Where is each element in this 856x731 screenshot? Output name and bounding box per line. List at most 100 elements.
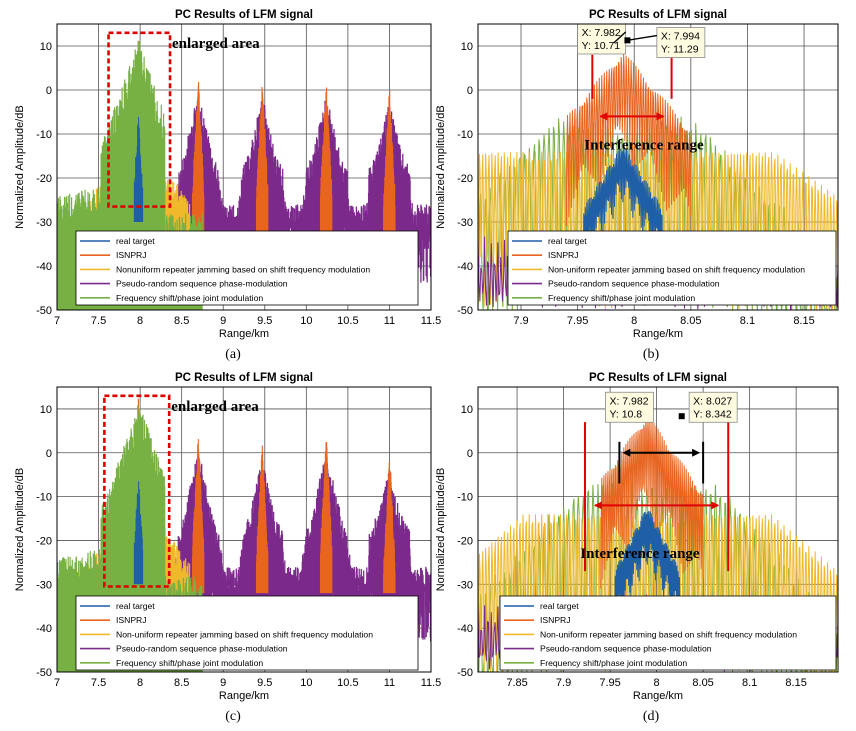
y-tick-label: 10 <box>40 404 52 416</box>
isnprj-peak <box>383 462 396 594</box>
y-tick-label: 10 <box>461 41 473 53</box>
y-tick-label: -10 <box>36 129 52 141</box>
legend-entry: real target <box>116 236 155 246</box>
series-real-target <box>582 148 663 270</box>
datatip-box <box>688 391 738 423</box>
legend-entry: Non-uniform repeater jamming based on sh… <box>548 264 805 274</box>
x-tick-label: 8 <box>654 677 660 689</box>
x-tick-label: 9 <box>220 677 226 689</box>
y-tick-label: -10 <box>457 492 473 504</box>
axes-box <box>477 23 839 311</box>
x-tick-label: 8 <box>137 677 143 689</box>
y-tick-label: 0 <box>46 448 52 460</box>
x-tick-label: 7 <box>54 315 60 327</box>
chart-panel-c: enlarged area 7 7.5 8 8.5 9 9.5 10 10.5 11 11.5 10 0… <box>14 372 441 702</box>
x-tick-label: 8.15 <box>793 315 814 327</box>
isnprj-peak <box>319 87 333 231</box>
datatip-x: X: 8.027 <box>693 395 732 407</box>
legend: real target ISNPRJ Non-uniform repeater ja… <box>507 230 837 306</box>
x-tick-label: 9 <box>220 315 226 327</box>
y-tick-label: -30 <box>36 217 52 229</box>
y-tick-label: -30 <box>457 579 473 591</box>
x-tick-label: 8.5 <box>174 315 189 327</box>
axes-box <box>56 23 432 311</box>
x-tick-label: 7.9 <box>513 315 528 327</box>
x-tick-label: 8 <box>137 315 143 327</box>
x-tick-label: 11 <box>384 677 395 689</box>
datatip-y: Y: 8.342 <box>693 408 732 420</box>
x-tick-label: 8.05 <box>692 677 713 689</box>
legend-entry: Frequency shift/phase joint modulation <box>116 658 263 668</box>
legend-entry: Pseudo-random sequence phase-modulation <box>540 644 712 654</box>
series-real-target <box>133 481 144 585</box>
isnprj-peak <box>383 89 396 231</box>
y-tick-label: -50 <box>36 305 52 317</box>
legend-entry: Pseudo-random sequence phase-modulation <box>116 644 288 654</box>
datatip-y: Y: 10.8 <box>609 408 642 420</box>
interference-arrowheads <box>599 112 665 121</box>
y-tick-label: -40 <box>36 623 52 635</box>
y-tick-label: -20 <box>36 173 52 185</box>
x-tick-label: 7.95 <box>567 315 588 327</box>
series-real-target <box>133 117 144 222</box>
x-tick-label: 7.5 <box>91 677 106 689</box>
legend-entry: ISNPRJ <box>116 615 147 625</box>
series-isnprj <box>565 53 692 227</box>
isnprj-peak <box>319 442 333 594</box>
subfigure-caption: (d) <box>643 709 660 724</box>
isnprj-peak <box>255 445 269 594</box>
x-tick-label: 7.9 <box>556 677 571 689</box>
x-axis-label: Range/km <box>633 328 683 340</box>
interference-range-label: Interference range <box>580 546 700 562</box>
isnprj-peak <box>255 87 269 231</box>
real-target-trace <box>614 510 681 632</box>
axes-box <box>56 386 432 673</box>
datatip-arrow <box>613 31 627 44</box>
legend: real target ISNPRJ Nonuniform repeater jam… <box>75 230 419 306</box>
y-axis-label: Normalized Amplitude/dB <box>14 105 26 229</box>
legend-entry: real target <box>116 601 155 611</box>
legend-entry: Pseudo-random sequence phase-modulation <box>548 279 720 289</box>
x-tick-label: 8.5 <box>174 677 189 689</box>
y-tick-label: -30 <box>457 217 473 229</box>
datatip-x: X: 7.994 <box>661 31 700 43</box>
legend-entry: ISNPRJ <box>116 250 147 260</box>
y-tick-label: -20 <box>457 535 473 547</box>
y-tick-label: -10 <box>36 492 52 504</box>
isnprj-peak <box>191 439 205 594</box>
legend-box <box>75 595 419 671</box>
legend-entry: ISNPRJ <box>540 615 571 625</box>
isnprj-trace <box>565 53 692 227</box>
legend-entry: Frequency shift/phase joint modulation <box>540 658 687 668</box>
y-tick-label: -40 <box>457 261 473 273</box>
subfigure-caption: (c) <box>225 709 241 724</box>
y-tick-label: -50 <box>457 305 473 317</box>
real-target-trace <box>133 117 144 222</box>
y-axis-label: Normalized Amplitude/dB <box>435 468 447 592</box>
chart-panel-a: enlarged area 7 7.5 8 8.5 9 9.5 10 10.5 11 11.5 10 0… <box>14 9 441 340</box>
enlarged-area-box <box>103 394 171 588</box>
datatip-arrow <box>627 34 657 42</box>
legend-entry: real target <box>548 236 587 246</box>
legend-entry: Nonuniform repeater jamming based on shi… <box>116 264 370 274</box>
chart-title: PC Results of LFM signal <box>175 372 313 384</box>
y-tick-label: 10 <box>40 41 52 53</box>
x-tick-label: 8.1 <box>742 677 757 689</box>
x-tick-label: 8.15 <box>785 677 806 689</box>
enlarged-area-box <box>107 31 172 208</box>
chart-title: PC Results of LFM signal <box>589 372 727 384</box>
datatip-x: X: 7.982 <box>609 395 648 407</box>
x-tick-label: 7 <box>54 677 60 689</box>
real-target-trace <box>133 481 144 585</box>
subfigure-caption: (b) <box>643 347 660 362</box>
interference-range-annotation: Interference range <box>584 54 704 153</box>
x-tick-label: 7.95 <box>599 677 620 689</box>
datatip-x: X: 7.982 <box>582 27 621 39</box>
datatip-y: Y: 10.71 <box>582 40 621 52</box>
y-tick-label: 0 <box>467 85 473 97</box>
